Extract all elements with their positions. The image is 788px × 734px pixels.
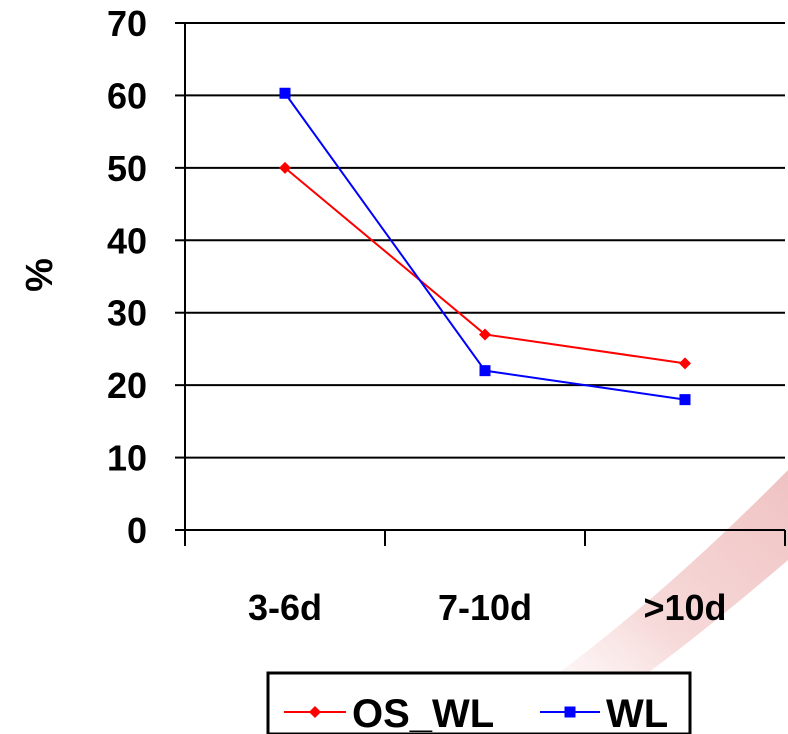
series-lines (279, 87, 691, 406)
y-axis-title: % (19, 258, 61, 292)
y-tick-labels: 0 10 20 30 40 50 60 70 (107, 3, 147, 551)
legend-marker (564, 706, 576, 718)
data-point (679, 394, 691, 406)
data-point (279, 87, 291, 99)
data-point (479, 365, 491, 377)
x-tick-label: 7-10d (438, 587, 532, 628)
legend-item: OS_WL (284, 692, 494, 734)
legend-box (266, 671, 692, 734)
y-tick-label: 0 (127, 510, 147, 551)
legend: OS_WL WL (266, 671, 692, 734)
x-tick-label: 3-6d (248, 587, 322, 628)
data-point (479, 328, 491, 341)
data-point (279, 161, 291, 174)
legend-item: WL (540, 692, 668, 734)
y-tick-label: 10 (107, 438, 147, 479)
legend-marker (309, 706, 321, 718)
legend-label: WL (606, 692, 668, 734)
gridlines (185, 22, 785, 459)
y-tick-label: 50 (107, 148, 147, 189)
y-tick-label: 70 (107, 3, 147, 44)
series-os-wl (279, 161, 691, 370)
y-tick-label: 60 (107, 75, 147, 116)
axes (175, 22, 786, 546)
legend-label: OS_WL (352, 692, 494, 734)
x-tick-labels: 3-6d 7-10d >10d (248, 587, 727, 628)
x-tick-label: >10d (643, 587, 726, 628)
y-tick-label: 40 (107, 220, 147, 261)
series-wl (279, 87, 691, 406)
y-tick-label: 30 (107, 293, 147, 334)
data-point (679, 357, 691, 370)
y-tick-label: 20 (107, 365, 147, 406)
series-line (284, 92, 686, 401)
